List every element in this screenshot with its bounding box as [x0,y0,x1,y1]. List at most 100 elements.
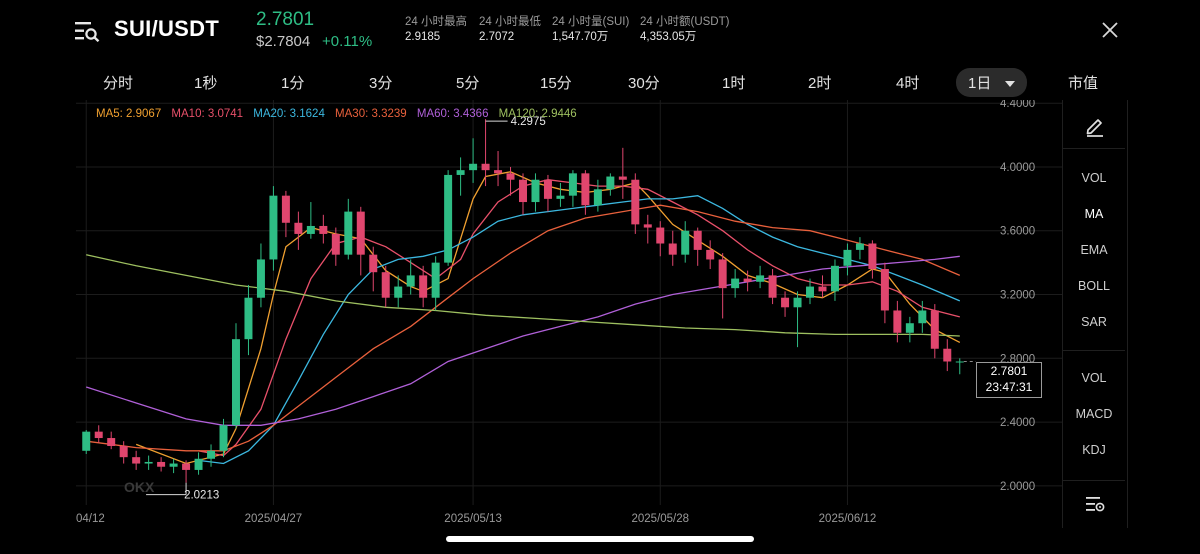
candle-body [219,425,228,451]
candle-body [306,225,315,234]
ma-line-ma5 [135,171,961,465]
candle-body [768,275,777,298]
candle-body [618,176,627,180]
ma-line-ma30 [86,204,961,452]
draw-pen-icon[interactable] [1084,115,1106,137]
candle-body [843,249,852,266]
indicator-panel: VOL MA EMA BOLL SAR VOL MACD KDJ [1062,100,1128,528]
candle-body [581,173,590,206]
panel-divider [1063,480,1125,481]
candle-body [381,272,390,298]
indicator-vol[interactable]: VOL [1081,171,1107,185]
candle-body [731,278,740,289]
tab-interval[interactable]: 分时 [103,75,134,92]
candle-body [469,163,478,171]
ma-line-ma10 [198,179,960,457]
tab-interval[interactable]: 1时 [722,75,746,92]
candle-body [344,211,353,255]
candle-body [82,431,91,451]
candle-body [880,269,889,311]
ma-line-ma20 [198,195,961,465]
candle-body [556,195,565,199]
candle-body [256,259,265,298]
panel-divider [1063,148,1125,149]
tab-interval[interactable]: 30分 [628,75,660,92]
pair-title[interactable]: SUI/USDT [114,16,220,41]
tab-interval-active[interactable]: 1日 [956,68,1028,97]
ma30-legend: MA30: 3.3239 [335,108,407,120]
x-tick-label: 2025/04/27 [245,513,303,525]
close-icon[interactable] [1100,20,1120,40]
candlestick-chart[interactable]: OKX 4.2975 2.0213 4.4000 4.0000 3.6000 3.2000 2… [76,98,1062,528]
tab-interval[interactable]: 4时 [896,75,920,92]
last-price: 2.7801 [256,9,315,30]
candle-body [643,224,652,228]
indicator-ema[interactable]: EMA [1080,243,1108,257]
candle-body [231,339,240,426]
candle-body [830,265,839,292]
candle-body [543,179,552,199]
price-change: +0.11% [322,33,373,50]
candle-body [319,225,328,234]
indicator-sub-vol[interactable]: VOL [1081,371,1107,385]
indicator-kdj[interactable]: KDJ [1082,443,1106,457]
x-tick-label: 2025/05/28 [631,513,689,525]
tab-interval[interactable]: 5分 [456,75,480,92]
stat-value: 2.9185 [405,31,441,43]
menu-search-icon[interactable] [74,20,100,42]
tab-interval[interactable]: 15分 [540,75,572,92]
x-tick-label: 04/12 [76,513,105,525]
candle-body [918,310,927,324]
indicator-boll[interactable]: BOLL [1078,279,1110,293]
candle-body [806,286,815,298]
home-indicator[interactable] [446,536,754,542]
y-tick-label: 4.0000 [1000,162,1035,174]
ma60-legend: MA60: 3.4366 [416,108,489,120]
candle-body [718,259,727,289]
candle-body [419,275,428,298]
stat-label: 24 小时量(SUI) [552,16,630,28]
candle-body [893,310,902,333]
stat-24h-low: 24 小时最低 2.7072 [479,15,541,45]
candle-body [519,179,527,203]
candle-body [606,176,615,190]
candle-body [431,262,440,298]
indicator-sar[interactable]: SAR [1081,315,1107,329]
candle-body [855,243,864,250]
y-tick-label: 2.4000 [1000,417,1035,429]
x-tick-label: 2025/05/13 [444,513,502,525]
stat-label: 24 小时最高 [405,16,467,28]
candle-body [656,227,665,244]
candle-body [94,431,103,439]
indicator-settings-icon[interactable] [1084,494,1106,514]
candle-body [868,243,877,270]
ma20-legend: MA20: 3.1624 [253,108,325,120]
candle-body [194,458,203,470]
candle-body [456,170,465,175]
stat-label: 24 小时最低 [479,16,541,28]
indicator-macd[interactable]: MACD [1075,407,1113,421]
candle-body [294,222,303,234]
indicator-ma[interactable]: MA [1084,207,1104,221]
candle-body [244,297,253,340]
candle-body [444,174,453,263]
tab-label: 1日 [968,75,992,92]
tab-interval[interactable]: 2时 [808,75,832,92]
tab-market-cap[interactable]: 市值 [1068,75,1099,92]
y-tick-label: 2.0000 [1000,481,1035,493]
chart-svg[interactable]: OKX 4.2975 2.0213 4.4000 4.0000 3.6000 3.2000 2… [76,98,1062,528]
ma120-legend: MA120: 2.9446 [498,108,577,120]
tab-interval[interactable]: 1分 [281,75,305,92]
stat-24h-volume: 24 小时量(SUI) 1,547.70万 [552,15,629,45]
candle-body [481,163,490,171]
current-price-tag: 2.7801 23:47:31 [976,362,1042,398]
candle-body [331,233,340,255]
tab-interval[interactable]: 1秒 [194,75,218,92]
candle-body [793,297,802,308]
current-price-value: 2.7801 [990,364,1028,378]
tab-interval[interactable]: 3分 [369,75,393,92]
candle-body [144,461,153,464]
stat-value: 1,547.70万 [552,31,609,43]
candle-body [107,438,116,447]
candle-body [406,275,415,287]
